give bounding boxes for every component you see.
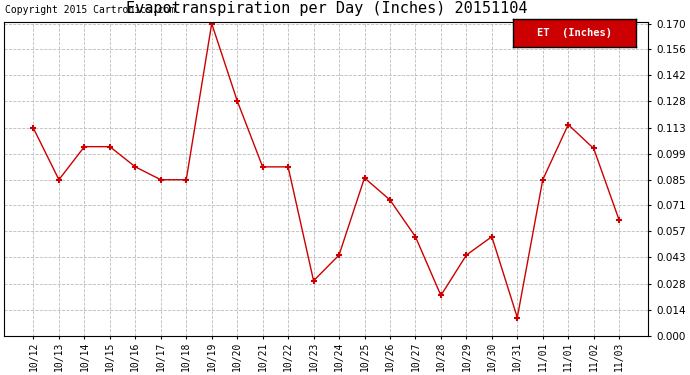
Title: Evapotranspiration per Day (Inches) 20151104: Evapotranspiration per Day (Inches) 2015… bbox=[126, 1, 527, 16]
Text: Copyright 2015 Cartronics.com: Copyright 2015 Cartronics.com bbox=[5, 6, 175, 15]
